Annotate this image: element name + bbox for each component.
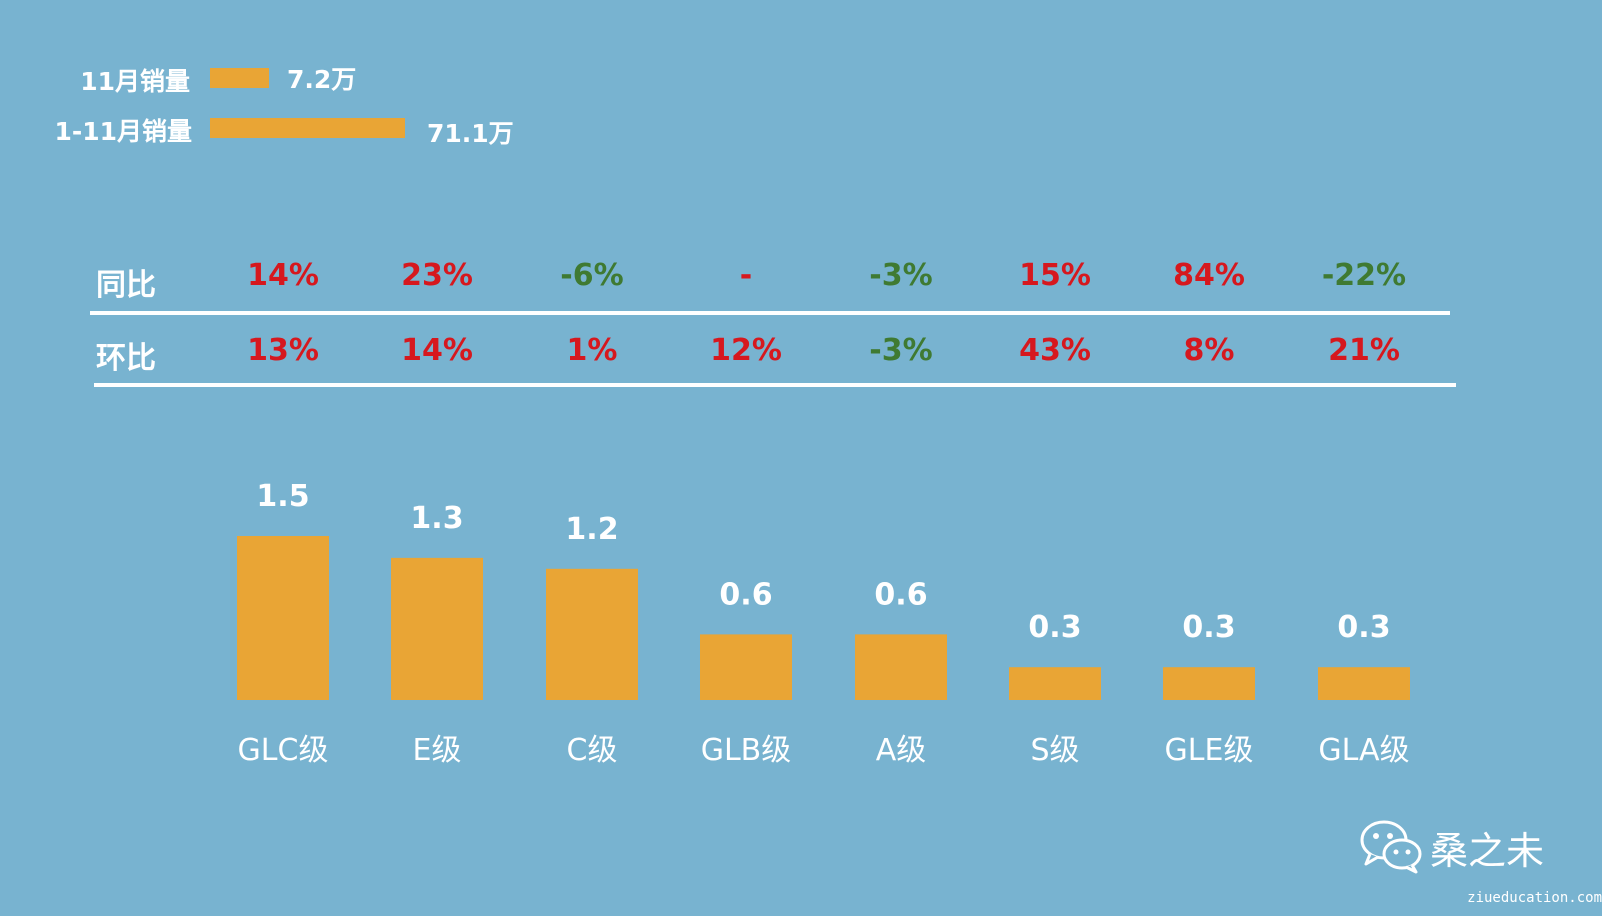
- bar-value-label: 0.3: [1182, 610, 1235, 645]
- legend-month-bar: [210, 68, 269, 88]
- bar-value-label: 1.3: [410, 501, 463, 536]
- yoy-row-cell: 23%: [401, 258, 473, 293]
- yoy-row-label: 同比: [96, 268, 156, 303]
- bar: [855, 634, 947, 700]
- yoy-row-cell: 14%: [247, 258, 319, 293]
- bar: [1163, 667, 1255, 700]
- legend-month-value: 7.2万: [287, 65, 357, 94]
- mom-row-cell: 43%: [1019, 333, 1091, 368]
- legend-ytd-value: 71.1万: [427, 119, 514, 148]
- category-label: GLA级: [1318, 733, 1409, 768]
- bar-value-label: 0.3: [1028, 610, 1081, 645]
- bar: [237, 536, 329, 700]
- legend-ytd-label: 1-11月销量: [54, 117, 192, 146]
- bar: [391, 557, 483, 700]
- category-label: S级: [1030, 733, 1079, 768]
- category-label: A级: [876, 733, 927, 768]
- mom-row-cell: 8%: [1183, 333, 1235, 368]
- bar: [1318, 667, 1410, 700]
- bar-value-label: 1.5: [256, 479, 309, 514]
- bar-value-label: 1.2: [565, 512, 618, 547]
- yoy-row-cell: -3%: [869, 258, 933, 293]
- mom-row-cell: 12%: [710, 333, 782, 368]
- category-label: GLB级: [701, 733, 792, 768]
- site-url: ziueducation.com: [1467, 890, 1602, 906]
- mom-row-cell: 21%: [1328, 333, 1400, 368]
- mom-row-cell: 14%: [401, 333, 473, 368]
- category-label: GLE级: [1165, 733, 1254, 768]
- bar-value-label: 0.6: [874, 577, 927, 612]
- bar-value-label: 0.6: [719, 577, 772, 612]
- mom-row-label: 环比: [96, 341, 156, 376]
- yoy-row-cell: -22%: [1321, 258, 1407, 293]
- category-label: E级: [413, 733, 462, 768]
- bar-value-label: 0.3: [1337, 610, 1390, 645]
- mom-row-cell: -3%: [869, 333, 933, 368]
- category-label: C级: [567, 733, 618, 768]
- table-divider-top: [90, 311, 1450, 315]
- mom-row-cell: 13%: [247, 333, 319, 368]
- bar: [700, 634, 792, 700]
- yoy-row-cell: 15%: [1019, 258, 1091, 293]
- bar: [546, 568, 638, 700]
- mom-row-cell: 1%: [566, 333, 618, 368]
- category-label: GLC级: [238, 733, 329, 768]
- yoy-row-cell: -: [739, 258, 753, 293]
- yoy-row-cell: 84%: [1173, 258, 1245, 293]
- brand-name: 桑之未: [1430, 829, 1545, 873]
- table-divider-bottom: [94, 383, 1456, 387]
- wechat-icon: [1360, 820, 1422, 874]
- legend-ytd-bar: [210, 118, 405, 138]
- bar: [1009, 667, 1101, 700]
- legend-month-label: 11月销量: [80, 67, 190, 96]
- yoy-row-cell: -6%: [560, 258, 624, 293]
